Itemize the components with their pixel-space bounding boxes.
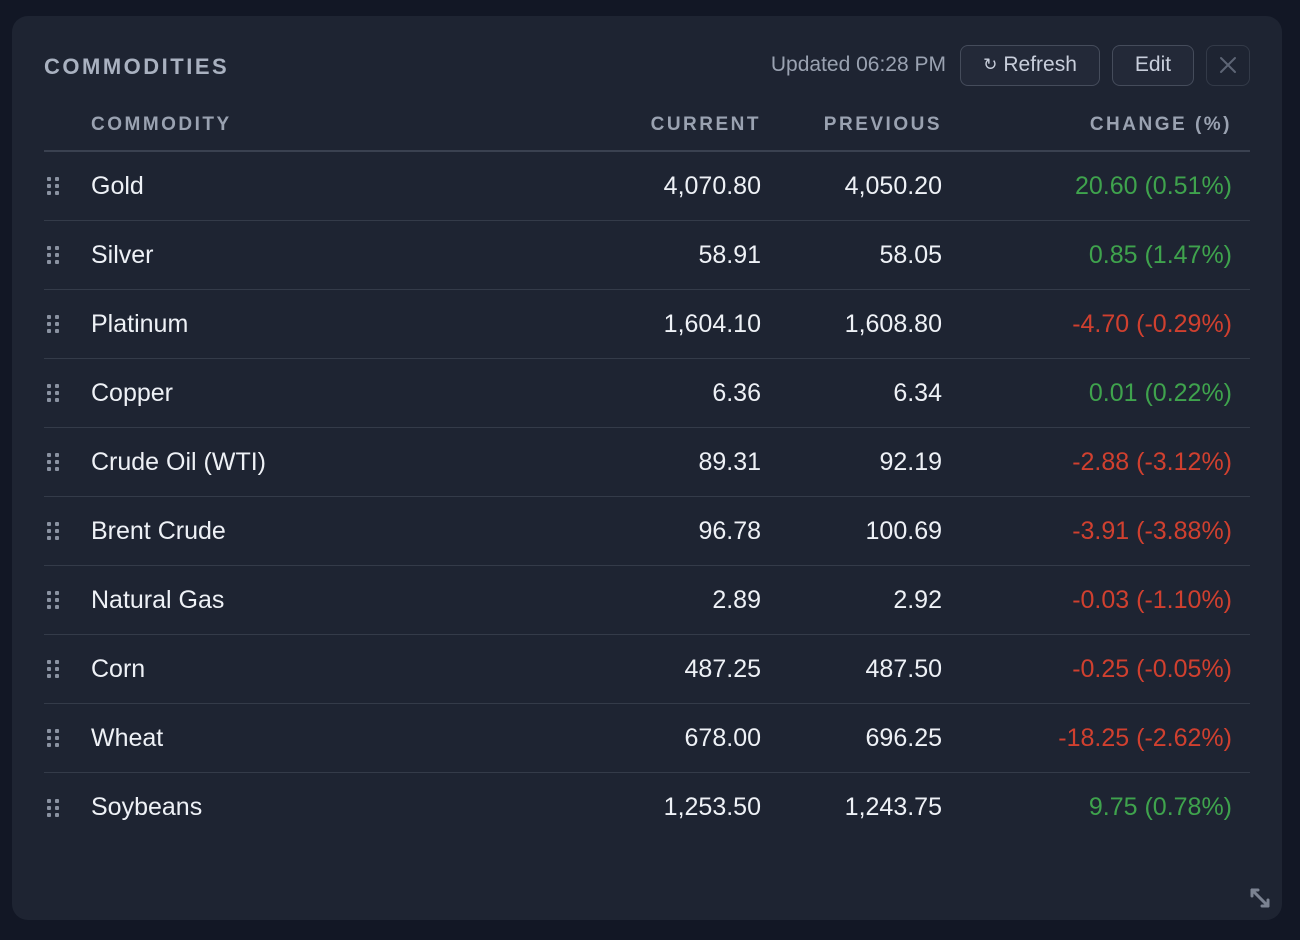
commodity-name: Gold: [91, 171, 144, 200]
column-header-previous[interactable]: PREVIOUS: [823, 114, 942, 135]
refresh-icon: ↻: [983, 55, 998, 75]
drag-handle-icon[interactable]: [44, 729, 91, 747]
current-price: 96.78: [698, 516, 761, 545]
drag-handle-icon[interactable]: [44, 315, 91, 333]
drag-handle-icon[interactable]: [44, 522, 91, 540]
price-change: -3.91 (-3.88%): [1072, 516, 1232, 545]
close-button[interactable]: [1206, 44, 1250, 86]
table-header: COMMODITY CURRENT PREVIOUS CHANGE (%): [44, 100, 1250, 152]
table-row[interactable]: Copper 6.36 6.34 0.01 (0.22%): [44, 359, 1250, 428]
price-change: 0.01 (0.22%): [1088, 378, 1232, 407]
resize-icon[interactable]: [1246, 884, 1274, 912]
table-body: Gold 4,070.80 4,050.20 20.60 (0.51%) Silver 5…: [44, 152, 1250, 842]
current-price: 487.25: [684, 654, 761, 683]
commodity-name: Wheat: [91, 723, 164, 752]
commodity-name: Corn: [91, 654, 146, 683]
header-actions: Updated 06:28 PM ↻ Refresh Edit: [770, 44, 1250, 86]
table-row[interactable]: Platinum 1,604.10 1,608.80 -4.70 (-0.29%): [44, 290, 1250, 359]
table-row[interactable]: Brent Crude 96.78 100.69 -3.91 (-3.88%): [44, 497, 1250, 566]
commodity-name: Soybeans: [91, 793, 203, 821]
widget-title: COMMODITIES: [44, 54, 230, 79]
commodity-name: Brent Crude: [91, 516, 226, 545]
previous-price: 6.34: [893, 378, 942, 407]
drag-handle-icon[interactable]: [44, 798, 91, 817]
price-change: 9.75 (0.78%): [1088, 793, 1232, 821]
price-change: 0.85 (1.47%): [1088, 240, 1232, 269]
price-change: -0.03 (-1.10%): [1072, 585, 1232, 614]
widget-header: COMMODITIES Updated 06:28 PM ↻ Refresh E…: [44, 44, 1250, 86]
close-icon: [1220, 57, 1236, 73]
commodity-name: Silver: [91, 240, 154, 269]
table-row[interactable]: Soybeans 1,253.50 1,243.75 9.75 (0.78%): [44, 773, 1250, 842]
previous-price: 487.50: [865, 654, 942, 683]
price-change: -4.70 (-0.29%): [1072, 309, 1232, 338]
previous-price: 4,050.20: [844, 171, 942, 200]
current-price: 678.00: [684, 723, 761, 752]
current-price: 2.89: [712, 585, 761, 614]
drag-handle-icon[interactable]: [44, 246, 91, 264]
current-price: 6.36: [712, 378, 761, 407]
commodity-name: Platinum: [91, 309, 189, 338]
previous-price: 1,243.75: [844, 793, 942, 821]
drag-handle-icon[interactable]: [44, 591, 91, 609]
column-header-current[interactable]: CURRENT: [650, 114, 761, 135]
column-header-commodity[interactable]: COMMODITY: [91, 114, 232, 135]
commodity-name: Natural Gas: [91, 585, 225, 614]
table-row[interactable]: Silver 58.91 58.05 0.85 (1.47%): [44, 221, 1250, 290]
current-price: 1,253.50: [663, 793, 761, 821]
drag-handle-icon[interactable]: [44, 660, 91, 678]
previous-price: 696.25: [865, 723, 942, 752]
table-row[interactable]: Corn 487.25 487.50 -0.25 (-0.05%): [44, 635, 1250, 704]
previous-price: 58.05: [879, 240, 942, 269]
table-row[interactable]: Wheat 678.00 696.25 -18.25 (-2.62%): [44, 704, 1250, 773]
drag-handle-icon[interactable]: [44, 453, 91, 471]
price-change: 20.60 (0.51%): [1074, 171, 1232, 200]
drag-handle-icon[interactable]: [44, 177, 91, 195]
drag-handle-icon[interactable]: [44, 384, 91, 402]
column-header-change[interactable]: CHANGE (%): [1089, 114, 1232, 135]
previous-price: 92.19: [879, 447, 942, 476]
updated-timestamp: Updated 06:28 PM: [770, 53, 946, 76]
price-change: -18.25 (-2.62%): [1058, 723, 1232, 752]
previous-price: 1,608.80: [844, 309, 942, 338]
price-change: -2.88 (-3.12%): [1072, 447, 1232, 476]
current-price: 1,604.10: [663, 309, 761, 338]
commodity-name: Copper: [91, 378, 173, 407]
price-change: -0.25 (-0.05%): [1072, 654, 1232, 683]
commodities-table: COMMODITY CURRENT PREVIOUS CHANGE (%) Go…: [44, 100, 1250, 842]
current-price: 89.31: [698, 447, 761, 476]
refresh-label: Refresh: [1003, 53, 1077, 76]
table-row[interactable]: Crude Oil (WTI) 89.31 92.19 -2.88 (-3.12%): [44, 428, 1250, 497]
table-row[interactable]: Natural Gas 2.89 2.92 -0.03 (-1.10%): [44, 566, 1250, 635]
previous-price: 100.69: [865, 516, 942, 545]
refresh-button[interactable]: ↻ Refresh: [960, 44, 1100, 86]
current-price: 58.91: [698, 240, 761, 269]
commodity-name: Crude Oil (WTI): [91, 447, 266, 476]
table-row[interactable]: Gold 4,070.80 4,050.20 20.60 (0.51%): [44, 152, 1250, 221]
edit-button[interactable]: Edit: [1112, 44, 1194, 86]
commodities-widget: COMMODITIES Updated 06:28 PM ↻ Refresh E…: [12, 16, 1282, 920]
previous-price: 2.92: [893, 585, 942, 614]
current-price: 4,070.80: [663, 171, 761, 200]
